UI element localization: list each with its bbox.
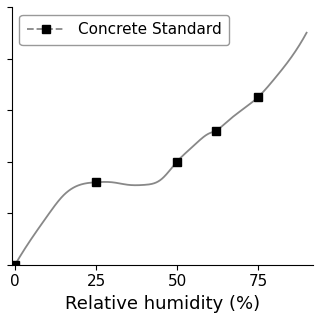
X-axis label: Relative humidity (%): Relative humidity (%) — [65, 295, 260, 313]
Legend: Concrete Standard: Concrete Standard — [20, 15, 229, 45]
